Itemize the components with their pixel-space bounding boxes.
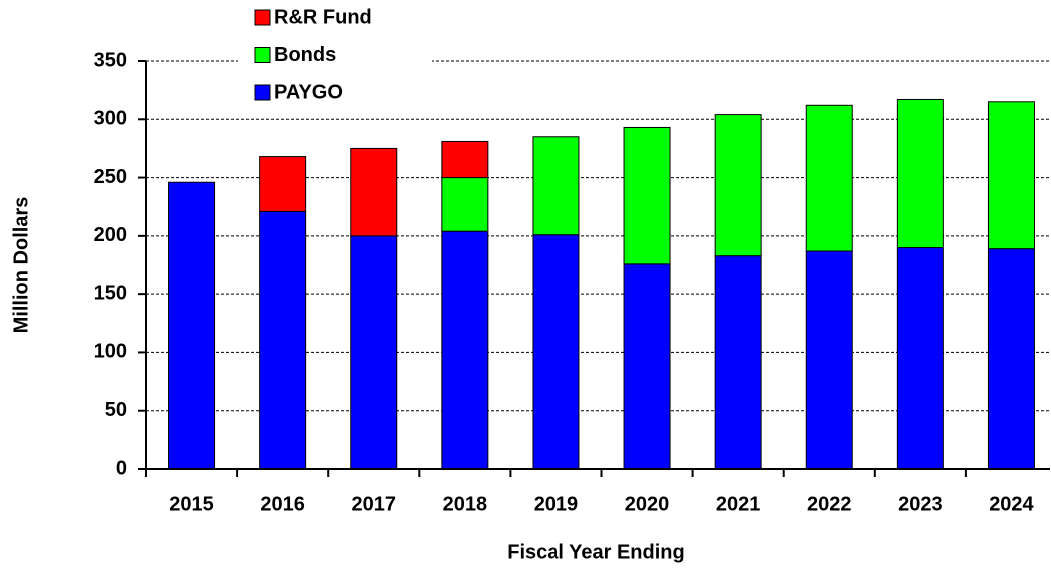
x-tick-label: 2024 [989, 493, 1034, 515]
legend-swatch [254, 47, 271, 63]
bar [805, 250, 853, 470]
x-tick-label: 2020 [625, 493, 670, 515]
x-axis-title: Fiscal Year Ending [507, 541, 684, 563]
y-tick-label: 0 [116, 457, 127, 479]
bar [259, 210, 307, 470]
bar [896, 247, 944, 470]
y-tick-label: 350 [94, 49, 127, 71]
bar [259, 156, 307, 212]
x-tick-label: 2019 [534, 493, 579, 515]
x-tick-label: 2022 [807, 493, 852, 515]
bar [805, 104, 853, 252]
bar [532, 136, 580, 236]
bar [168, 181, 216, 470]
x-tick-label: 2015 [169, 493, 214, 515]
legend-label: Bonds [274, 44, 336, 66]
y-axis-title: Million Dollars [10, 197, 32, 334]
bar [714, 114, 762, 257]
legend-label: PAYGO [274, 81, 343, 103]
y-tick-label: 300 [94, 108, 127, 130]
bar [441, 230, 489, 470]
legend-swatch [254, 9, 271, 26]
bar [714, 255, 762, 470]
bar [441, 177, 489, 232]
bar [350, 235, 398, 470]
bar [987, 101, 1035, 250]
bar [350, 147, 398, 237]
x-tick-label: 2016 [260, 493, 305, 515]
legend-label: R&R Fund [274, 6, 372, 28]
x-tick-label: 2021 [716, 493, 761, 515]
y-tick-label: 100 [94, 341, 127, 363]
bar [532, 234, 580, 470]
legend-swatch [254, 84, 271, 101]
y-tick-label: 250 [94, 166, 127, 188]
y-tick-label: 200 [94, 224, 127, 246]
x-tick-label: 2017 [352, 493, 397, 515]
bar [441, 140, 489, 179]
bar [896, 98, 944, 249]
bar [987, 248, 1035, 470]
x-tick-label: 2018 [443, 493, 488, 515]
y-tick-label: 150 [94, 282, 127, 304]
bar [623, 263, 671, 470]
x-tick-label: 2023 [898, 493, 943, 515]
bar [623, 126, 671, 265]
y-tick-label: 50 [105, 399, 127, 421]
